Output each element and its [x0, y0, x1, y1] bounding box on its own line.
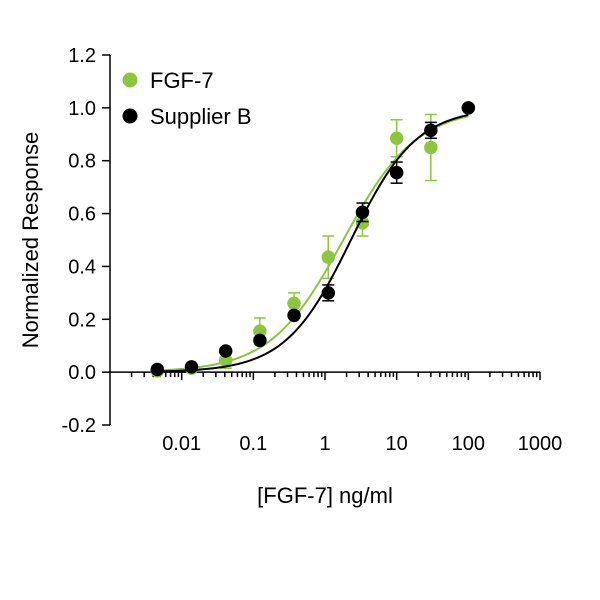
x-tick-label: 1 [319, 433, 330, 455]
dose-response-chart: 0.01 0.1 1 10 100 1000 -0.2 0.0 0.2 0.4 0.6 0.8 1.0… [0, 0, 600, 600]
y-axis-title: Normalized Response [18, 132, 43, 348]
x-tick-label: 10 [386, 433, 408, 455]
x-tick-label: 0.1 [239, 433, 267, 455]
data-point [425, 142, 437, 154]
fit-curve [153, 116, 468, 370]
data-point [356, 206, 368, 218]
data-point [254, 334, 266, 346]
y-tick-label: 1.2 [68, 45, 96, 67]
data-point [288, 309, 300, 321]
data-point [186, 361, 198, 373]
fit-curve [153, 115, 468, 372]
series-group [151, 102, 474, 377]
y-tick-label: 0.6 [68, 204, 96, 226]
y-tick-label: 0.0 [68, 362, 96, 384]
x-tick-label: 0.01 [162, 433, 201, 455]
y-axis: -0.2 0.0 0.2 0.4 0.6 0.8 1.0 1.2 [62, 45, 110, 437]
legend: FGF-7 Supplier B [123, 68, 252, 129]
y-tick-label: 0.2 [68, 309, 96, 331]
legend-item: FGF-7 [123, 68, 214, 93]
y-tick-label: 0.4 [68, 256, 96, 278]
x-tick-label: 1000 [518, 433, 563, 455]
legend-label: FGF-7 [150, 68, 214, 93]
x-tick-label: 100 [452, 433, 485, 455]
data-point [220, 345, 232, 357]
legend-marker-icon [123, 109, 137, 123]
legend-marker-icon [123, 73, 137, 87]
data-point [391, 132, 403, 144]
data-point [322, 287, 334, 299]
legend-item: Supplier B [123, 104, 252, 129]
data-point [322, 251, 334, 263]
x-axis: 0.01 0.1 1 10 100 1000 [110, 372, 562, 455]
x-axis-title: [FGF-7] ng/ml [257, 483, 393, 508]
y-tick-label: 0.8 [68, 151, 96, 173]
data-point [462, 102, 474, 114]
y-tick-label: -0.2 [62, 415, 96, 437]
series-supplier-b [151, 102, 474, 376]
series-fgf-7 [151, 102, 474, 377]
data-point [151, 364, 163, 376]
data-point [391, 167, 403, 179]
legend-label: Supplier B [150, 104, 252, 129]
data-point [288, 297, 300, 309]
y-tick-label: 1.0 [68, 98, 96, 120]
data-point [425, 124, 437, 136]
